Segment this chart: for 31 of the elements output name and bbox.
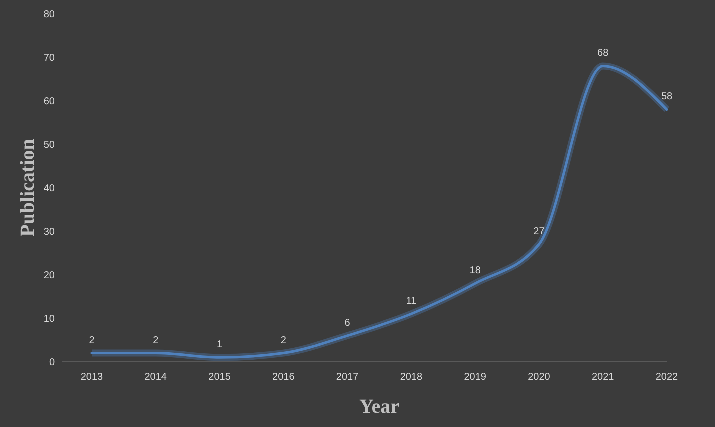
x-tick-label: 2016 <box>272 372 296 383</box>
data-label: 18 <box>470 266 482 277</box>
data-label: 68 <box>598 48 610 60</box>
y-axis-title: Publication <box>17 139 39 237</box>
x-tick-label: 2021 <box>592 372 615 383</box>
data-label: 2 <box>280 335 287 346</box>
y-tick-label: 0 <box>49 358 56 368</box>
y-tick-label: 30 <box>44 227 56 238</box>
x-axis-title: Year <box>360 396 400 418</box>
data-label: 11 <box>406 296 418 308</box>
y-tick-label: 10 <box>44 314 56 325</box>
data-label: 2 <box>153 335 160 346</box>
y-tick-label: 60 <box>44 96 56 108</box>
data-label: 2 <box>89 335 96 346</box>
data-label: 1 <box>216 340 223 351</box>
data-label: 6 <box>344 318 351 329</box>
x-tick-label: 2022 <box>656 372 679 383</box>
x-tick-label: 2019 <box>464 372 487 383</box>
x-tick-label: 2018 <box>400 372 424 383</box>
x-tick-label: 2017 <box>336 372 360 383</box>
y-tick-label: 20 <box>44 270 56 282</box>
x-tick-label: 2020 <box>528 372 551 383</box>
data-label: 27 <box>534 226 546 238</box>
data-label: 58 <box>661 92 673 103</box>
y-tick-label: 40 <box>44 184 56 194</box>
y-tick-label: 80 <box>44 10 56 20</box>
x-tick-label: 2013 <box>80 372 104 383</box>
x-tick-label: 2015 <box>208 372 232 383</box>
y-tick-label: 50 <box>44 140 56 151</box>
y-tick-label: 70 <box>44 53 56 64</box>
x-tick-label: 2014 <box>144 372 168 383</box>
